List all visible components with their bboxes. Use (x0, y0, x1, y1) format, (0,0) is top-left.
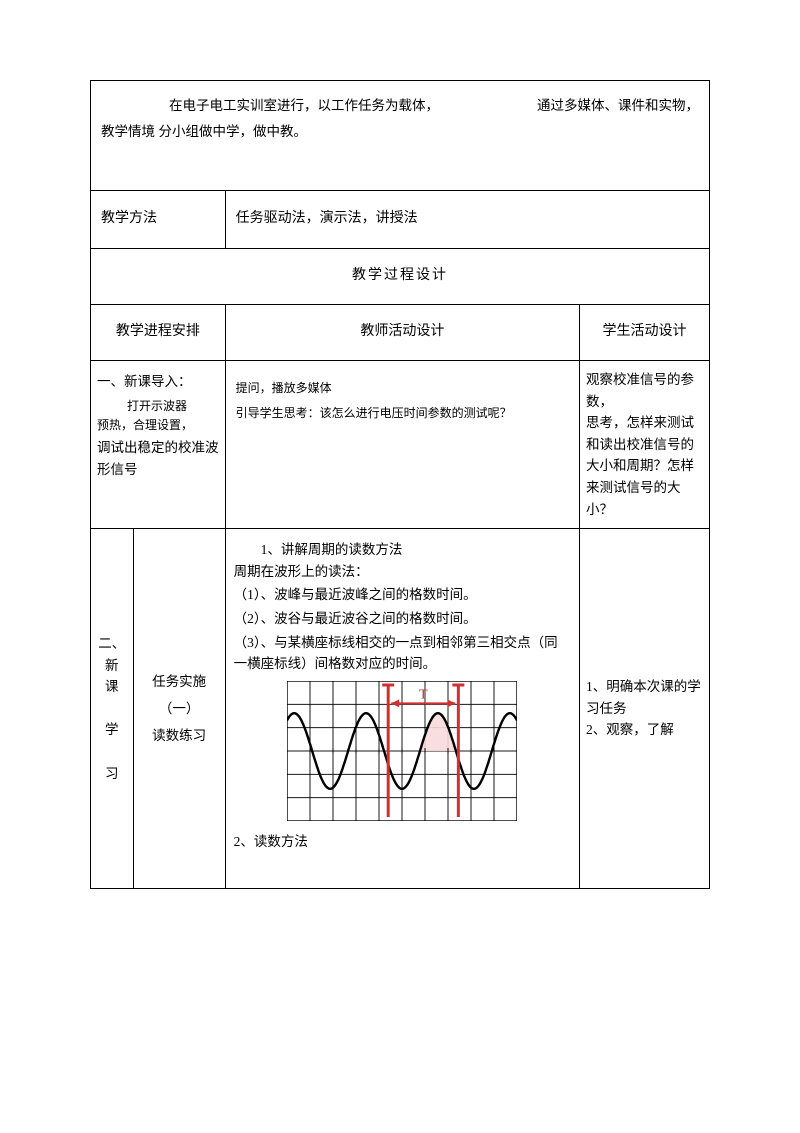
process-header: 教学过程设计 (352, 268, 448, 283)
row-process-header: 教学过程设计 (91, 249, 710, 305)
situation-right: 通过多媒体、课件和实物， (537, 95, 699, 117)
situation-line2: 分小组做中学，做中教。 (159, 124, 308, 139)
lesson-li1: （1）、波峰与最近波峰之间的格数时间。 (234, 584, 571, 606)
oscilloscope-diagram: T (234, 681, 571, 821)
intro-teacher-l1: 提问，播放多媒体 (236, 379, 569, 398)
page: 在电子电工实训室进行，以工作任务为载体， 通过多媒体、课件和实物， 教学情境 分… (0, 0, 800, 1133)
row-intro: 一、新课导入： 打开示波器 预热，合理设置， 调试出稳定的校准波形信号 提问，播… (91, 361, 710, 529)
col-student: 学生活动设计 (603, 324, 687, 339)
intro-student: 观察校准信号的参数， 思考，怎样来测试和读出校准信号的大小和周期？怎样来测试信号… (580, 361, 710, 529)
lesson-li2: （2）、波谷与最近波谷之间的格数时间。 (234, 608, 571, 630)
lesson-student-l1: 1、明确本次课的学习任务 (586, 676, 703, 719)
row-col-headers: 教学进程安排 教师活动设计 学生活动设计 (91, 305, 710, 361)
lesson-student-l2: 2、观察，了解 (586, 719, 703, 741)
col-schedule: 教学进程安排 (116, 324, 200, 339)
lesson-foot: 2、读数方法 (234, 831, 571, 853)
lesson-plan-table: 在电子电工实训室进行，以工作任务为载体， 通过多媒体、课件和实物， 教学情境 分… (90, 80, 710, 889)
row-situation: 在电子电工实训室进行，以工作任务为载体， 通过多媒体、课件和实物， 教学情境 分… (91, 81, 710, 191)
intro-l1: 打开示波器 (97, 397, 219, 416)
svg-text:T: T (419, 687, 428, 702)
methods-label: 教学方法 (101, 211, 157, 226)
intro-teacher-l2: 引导学生思考：该怎么进行电压时间参数的测试呢？ (236, 404, 569, 423)
row-lesson: 二、 新 课 学 习 任务实施 （一） 读数练习 1、讲解周期的读数方法 周期在… (91, 529, 710, 889)
lesson-sub-label: 任务实施 （一） 读数练习 (133, 529, 225, 889)
situation-pre: 在电子电工实训室进行，以工作任务为载体， (169, 95, 439, 117)
situation-label: 教学情境 (101, 124, 155, 139)
lesson-li3: （3）、与某横座标线相交的一点到相邻第三相交点（同一横座标线）间格数对应的时间。 (234, 632, 571, 675)
col-teacher: 教师活动设计 (360, 324, 444, 339)
intro-l3: 调试出稳定的校准波形信号 (97, 437, 219, 480)
row-methods: 教学方法 任务驱动法，演示法，讲授法 (91, 191, 710, 249)
intro-l2: 预热，合理设置， (97, 416, 219, 435)
lesson-vert-label: 二、 新 课 学 习 (91, 529, 134, 889)
methods-text: 任务驱动法，演示法，讲授法 (236, 211, 418, 226)
lesson-h2: 周期在波形上的读法： (234, 561, 571, 583)
situation-block: 在电子电工实训室进行，以工作任务为载体， 通过多媒体、课件和实物， 教学情境 分… (101, 95, 699, 144)
lesson-h1: 1、讲解周期的读数方法 (234, 539, 571, 561)
intro-title: 一、新课导入： (97, 371, 219, 393)
